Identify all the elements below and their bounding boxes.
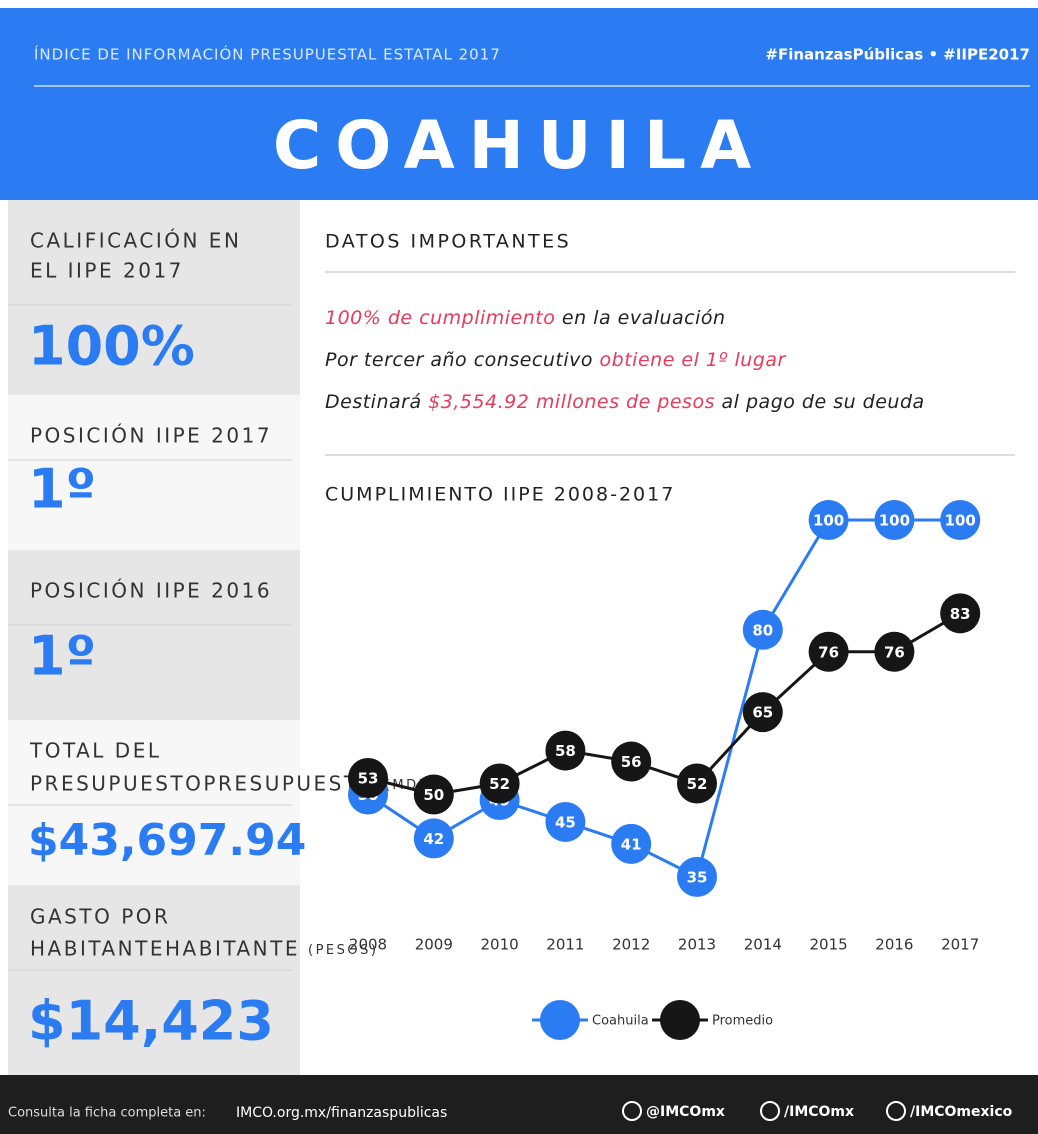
- hashtags: #FinanzasPúblicas • #IIPE2017: [765, 46, 1030, 64]
- dato-line: Destinará $3,554.92 millones de pesos al…: [325, 391, 925, 413]
- panel-label: EL IIPE 2017: [30, 259, 184, 283]
- panel-value: 1º: [28, 458, 96, 521]
- data-label: 80: [752, 621, 773, 639]
- data-label: 52: [687, 775, 708, 793]
- x-tick-label: 2010: [481, 936, 519, 954]
- point: [742, 692, 783, 733]
- dato-part: obtiene el 1º lugar: [600, 349, 787, 371]
- point: [742, 609, 783, 650]
- data-label: 100: [879, 512, 910, 530]
- social-icon: [760, 1101, 780, 1121]
- point: [940, 500, 981, 540]
- header-band: [0, 8, 1038, 200]
- point: [413, 774, 454, 815]
- panel-label: POSICIÓN IIPE 2016: [30, 579, 272, 603]
- panel-value: $43,697.94: [28, 815, 306, 866]
- point: [545, 801, 586, 842]
- data-label: 50: [423, 786, 444, 804]
- panel-label: HABITANTEHABITANTE (PESOS): [30, 937, 378, 961]
- point: [677, 763, 717, 804]
- legend-marker: [540, 1000, 580, 1040]
- panel-label: CALIFICACIÓN EN: [30, 229, 241, 253]
- x-tick-label: 2013: [678, 936, 716, 954]
- data-label: 65: [752, 704, 773, 722]
- data-label: 58: [555, 742, 576, 760]
- dato-part: $3,554.92 millones de pesos: [428, 391, 715, 413]
- social-handle: @IMCOmx: [646, 1104, 725, 1120]
- footer-band: [0, 1075, 1038, 1134]
- data-label: 76: [884, 643, 905, 661]
- data-label: 52: [489, 775, 510, 793]
- legend-label: Promedio: [712, 1014, 773, 1029]
- panel: [8, 200, 300, 395]
- panel-label: TOTAL DEL: [29, 739, 161, 763]
- panel-unit: (PESOS): [308, 943, 378, 958]
- point: [545, 730, 586, 771]
- panel: [8, 885, 300, 1075]
- datos-title: DATOS IMPORTANTES: [325, 231, 571, 253]
- panel: [8, 395, 300, 550]
- x-tick-label: 2015: [810, 936, 848, 954]
- data-label: 56: [621, 753, 642, 771]
- panel-value: $14,423: [28, 990, 274, 1053]
- x-tick-label: 2012: [612, 936, 650, 954]
- point: [348, 758, 388, 799]
- social-icon: [886, 1101, 906, 1121]
- data-label: 100: [813, 512, 844, 530]
- dato-part: 100% de cumplimiento: [325, 307, 555, 329]
- data-label: 100: [945, 512, 976, 530]
- data-label: 53: [358, 770, 379, 788]
- dato-line: Por tercer año consecutivo obtiene el 1º…: [325, 349, 787, 371]
- data-label: 42: [423, 830, 444, 848]
- panel-label: POSICIÓN IIPE 2017: [30, 424, 272, 448]
- data-label: 76: [818, 643, 839, 661]
- state-title: COAHUILA: [273, 107, 765, 184]
- kicker: ÍNDICE DE INFORMACIÓN PRESUPUESTAL ESTAT…: [34, 45, 501, 64]
- legend-marker: [660, 1000, 700, 1040]
- x-tick-label: 2011: [546, 936, 584, 954]
- panel-label: GASTO POR: [30, 905, 170, 929]
- point: [479, 763, 520, 804]
- chart-title: CUMPLIMIENTO IIPE 2008-2017: [325, 484, 675, 506]
- point: [611, 823, 652, 864]
- dato-line: 100% de cumplimiento en la evaluación: [325, 307, 726, 329]
- social-icon: [622, 1101, 642, 1121]
- dato-part: Destinará: [325, 391, 428, 413]
- panel-value: 1º: [28, 625, 96, 688]
- point: [611, 741, 652, 782]
- dato-part: Por tercer año consecutivo: [325, 349, 600, 371]
- data-label: 41: [621, 835, 642, 853]
- dato-part: en la evaluación: [555, 307, 725, 329]
- series-line: [367, 518, 961, 880]
- footer-url: IMCO.org.mx/finanzaspublicas: [236, 1105, 447, 1121]
- data-label: 83: [950, 605, 971, 623]
- point: [874, 631, 915, 672]
- legend-label: Coahuila: [592, 1014, 649, 1029]
- data-label: 35: [687, 868, 708, 886]
- x-tick-label: 2014: [744, 936, 782, 954]
- data-label: 45: [555, 813, 576, 831]
- point: [677, 856, 717, 897]
- point: [413, 818, 454, 859]
- point: [874, 500, 915, 540]
- panel-value: 100%: [28, 315, 195, 378]
- x-tick-label: 2008: [349, 936, 387, 954]
- dato-part: al pago de su deuda: [715, 391, 925, 413]
- social-handle: /IMCOmexico: [910, 1104, 1013, 1120]
- x-tick-label: 2016: [875, 936, 913, 954]
- point: [940, 593, 981, 634]
- social-handle: /IMCOmx: [784, 1104, 854, 1120]
- x-tick-label: 2017: [941, 936, 979, 954]
- panel: [8, 550, 300, 720]
- point: [808, 500, 849, 540]
- footer-lead: Consulta la ficha completa en:: [8, 1106, 206, 1121]
- x-tick-label: 2009: [415, 936, 453, 954]
- point: [808, 631, 849, 672]
- panel: [8, 720, 300, 885]
- series-line: [367, 612, 961, 797]
